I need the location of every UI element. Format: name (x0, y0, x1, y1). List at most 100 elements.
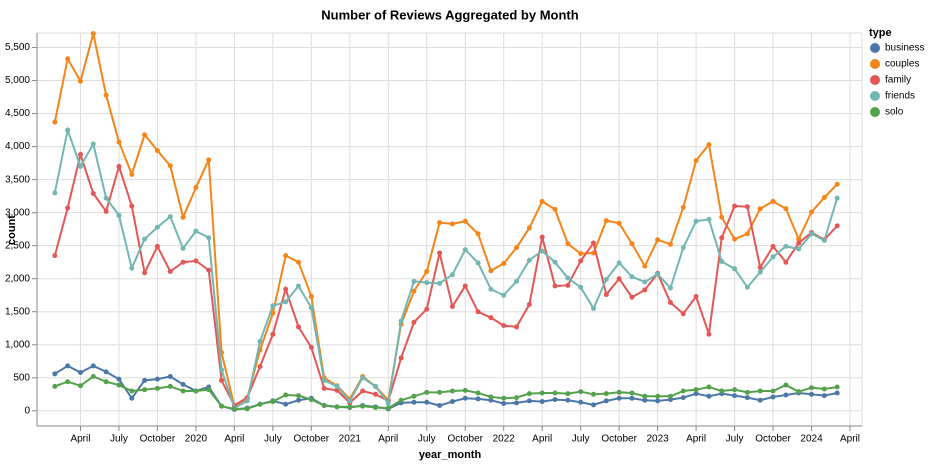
data-point (154, 148, 160, 154)
data-point (616, 276, 622, 282)
data-point (706, 331, 712, 337)
data-point (744, 231, 750, 237)
data-point (719, 235, 725, 241)
data-point (142, 132, 148, 138)
data-point (809, 391, 815, 397)
legend-label: solo (885, 107, 904, 118)
data-point (552, 283, 558, 289)
data-point (90, 31, 96, 37)
data-point (270, 331, 276, 337)
data-point (475, 231, 481, 237)
data-point (437, 220, 443, 226)
data-point (501, 323, 507, 329)
data-point (603, 292, 609, 298)
data-point (809, 209, 815, 215)
y-axis-label: count (6, 215, 18, 245)
data-point (334, 404, 340, 410)
x-tick-label: 2020 (185, 434, 208, 445)
data-point (590, 240, 596, 246)
data-point (385, 405, 391, 411)
data-point (475, 260, 481, 266)
data-point (706, 384, 712, 390)
data-point (424, 280, 430, 286)
data-point (372, 391, 378, 397)
data-point (347, 404, 353, 410)
data-point (770, 254, 776, 260)
data-point (552, 259, 558, 265)
data-point (206, 235, 212, 241)
x-tick-label: 2021 (339, 434, 362, 445)
data-point (270, 399, 276, 405)
data-point (167, 373, 173, 379)
data-point (539, 399, 545, 405)
data-point (296, 393, 302, 399)
data-point (590, 402, 596, 408)
data-point (193, 258, 199, 264)
data-point (616, 389, 622, 395)
data-point (244, 406, 250, 412)
data-point (539, 234, 545, 240)
x-tick-label: April (686, 434, 706, 445)
data-point (116, 139, 122, 145)
data-point (642, 393, 648, 399)
data-point (488, 394, 494, 400)
data-point (296, 397, 302, 403)
data-point (103, 195, 109, 201)
data-point (308, 294, 314, 300)
data-point (783, 206, 789, 212)
y-tick-label: 500 (13, 372, 30, 383)
data-point (462, 283, 468, 289)
data-point (770, 243, 776, 249)
data-point (526, 257, 532, 263)
data-point (90, 191, 96, 197)
x-axis-label: year_month (419, 449, 482, 461)
x-tick-label: October (294, 434, 330, 445)
data-point (129, 265, 135, 271)
y-tick-label: 4,500 (5, 108, 30, 119)
data-point (642, 397, 648, 403)
data-point (257, 338, 263, 344)
data-point (590, 305, 596, 311)
data-point (796, 236, 802, 242)
data-point (642, 279, 648, 285)
data-point (116, 212, 122, 218)
data-point (52, 119, 58, 125)
data-point (514, 395, 520, 401)
data-point (719, 214, 725, 220)
data-point (424, 306, 430, 312)
data-point (552, 390, 558, 396)
data-point (629, 390, 635, 396)
data-point (449, 303, 455, 309)
data-point (514, 245, 520, 251)
data-point (219, 367, 225, 373)
y-tick-label: 5,000 (5, 75, 30, 86)
data-point (603, 398, 609, 404)
data-point (308, 397, 314, 403)
data-point (334, 383, 340, 389)
data-point (219, 403, 225, 409)
x-tick-label: July (418, 434, 436, 445)
y-tick-label: 2,000 (5, 273, 30, 284)
y-tick-label: 3,000 (5, 207, 30, 218)
data-point (437, 389, 443, 395)
data-point (77, 152, 83, 158)
data-point (501, 261, 507, 267)
data-point (437, 250, 443, 256)
data-point (77, 78, 83, 84)
data-point (52, 190, 58, 196)
x-tick-label: July (264, 434, 282, 445)
data-point (65, 205, 71, 211)
data-point (501, 292, 507, 298)
data-point (732, 387, 738, 393)
data-point (65, 363, 71, 369)
data-point (129, 388, 135, 394)
data-point (193, 185, 199, 191)
data-point (449, 388, 455, 394)
data-point (680, 204, 686, 210)
data-point (526, 398, 532, 404)
data-point (578, 284, 584, 290)
y-tick-label: 3,500 (5, 174, 30, 185)
y-tick-label: 1,000 (5, 339, 30, 350)
data-point (154, 385, 160, 391)
